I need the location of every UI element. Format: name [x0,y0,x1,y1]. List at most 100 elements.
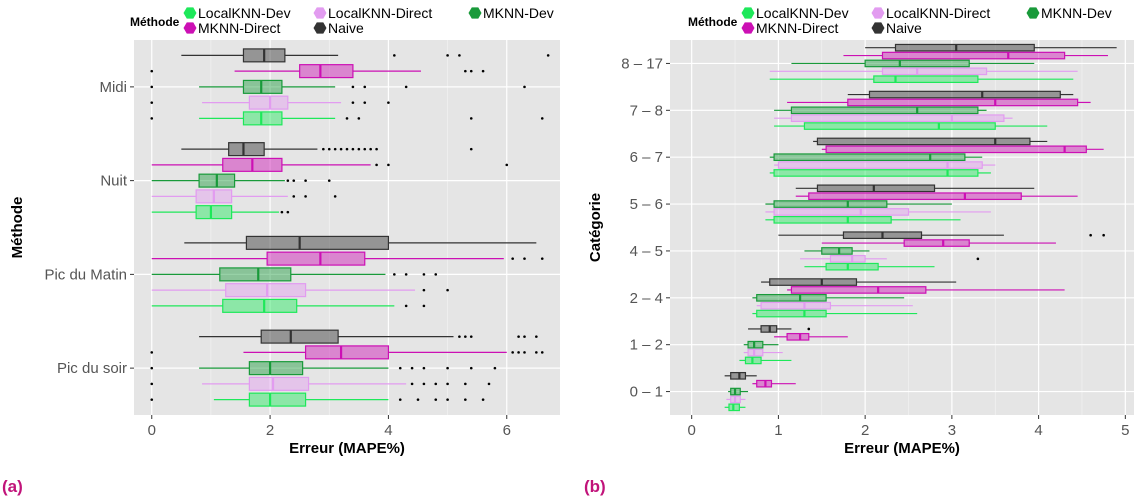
outlier-point [511,257,514,260]
outlier-point [523,85,526,89]
y-tick-label: 5 – 6 [630,196,663,213]
outlier-point [363,85,367,89]
outlier-point [333,147,337,151]
box-mknn-direct-7-8 [787,98,1091,107]
box-localknn-dev-2-4 [752,309,918,318]
y-axis-label-b: Catégorie [587,193,604,262]
box-localknn-dev-8-17 [769,75,1074,84]
legend-key-naive [313,22,327,34]
outlier-point [363,147,367,151]
outlier-point [505,163,509,167]
chart-panel-a: Méthode LocalKNN-Dev LocalKNN-Direct MKNN-D… [2,5,560,496]
x-tick-label: 1 [774,422,782,439]
outlier-point [150,382,154,386]
box-iqr [773,153,966,162]
legend-item-mknn-dev: MKNN-Dev [468,5,554,21]
outlier-point [446,382,449,386]
outlier-point [339,147,343,151]
box-iqr [873,75,979,84]
outlier-point [535,335,538,338]
outlier-point [286,179,290,182]
outlier-point [434,273,438,276]
box-localknn-direct-1-2 [743,348,783,357]
outlier-point [404,273,408,276]
legend-item-mknn-direct: MKNN-Direct [741,20,839,36]
series-naive [724,43,1117,380]
box-iqr [868,90,1061,99]
x-tick-label: 2 [861,422,869,439]
box-mknn-dev-midi [199,79,526,94]
outlier-point [469,147,473,151]
box-iqr [825,145,1087,154]
outlier-point [540,351,544,354]
series-localknn-dev [724,75,1074,412]
box-iqr [773,169,979,177]
box-iqr [248,392,307,407]
outlier-point [464,398,467,401]
outlier-point [422,304,426,308]
box-iqr [894,43,1035,52]
box-mknn-direct-nuit [151,157,509,172]
outlier-point [357,117,361,120]
x-axis-label-b: Erreur (MAPE%) [844,440,960,457]
legend-item-localknn-dev: LocalKNN-Dev [741,5,849,21]
outlier-point [523,257,526,260]
legend-title: Méthode [130,15,180,29]
legend-label-mknn-dev: MKNN-Dev [1041,5,1112,21]
box-iqr [773,200,888,208]
legend-item-naive: Naive [313,20,364,36]
box-iqr [304,345,390,360]
outlier-point [150,351,154,354]
outlier-point [345,147,349,151]
y-axis-label-a: Méthode [9,197,26,259]
legend-item-mknn-direct: MKNN-Direct [183,20,281,36]
box-iqr [773,215,892,224]
outlier-point [150,101,154,104]
legend-label-naive: Naive [328,20,364,36]
outlier-point [351,85,355,89]
legend-item-naive: Naive [871,20,922,36]
outlier-point [292,195,296,198]
x-tick-label: 4 [384,422,392,439]
box-mknn-direct-8-17 [843,51,1108,60]
x-axis-label-a: Erreur (MAPE%) [289,440,405,457]
box-iqr [222,298,298,313]
legend-label-mknn-direct: MKNN-Direct [198,20,281,36]
outlier-point [458,54,461,57]
outlier-point [523,335,526,338]
box-localknn-dev-pic-du-matin [151,298,426,313]
box-localknn-direct-7-8 [774,114,1013,123]
box-iqr [790,286,927,294]
legend-key-localknn-dev [183,7,197,19]
box-iqr [903,239,970,247]
box-iqr [760,301,832,310]
legend-key-naive [871,22,885,34]
outlier-point [446,288,449,292]
x-tick-label: 2 [266,422,274,439]
box-mknn-direct-4-5 [821,239,1056,247]
box-localknn-dev-5-6 [765,215,961,224]
outlier-point [434,382,438,386]
box-naive-midi [181,48,550,63]
outlier-point [333,195,337,198]
outlier-point [410,382,414,386]
outlier-point [304,179,307,182]
box-mknn-direct-midi [234,64,485,79]
boxplots-a [150,48,550,407]
outlier-point [351,147,355,151]
box-naive-nuit [181,142,473,157]
legend-title: Méthode [688,15,738,29]
box-mknn-dev-7-8 [774,106,987,115]
legend-key-localknn-direct [871,7,885,19]
box-localknn-dev-midi [199,111,544,126]
axes-a: 0 2 4 6 Midi Nuit Pic du Matin Pic du soir [44,79,510,439]
box-iqr [756,309,827,318]
box-mknn-direct-pic-du-soir [243,345,544,360]
box-iqr [825,262,879,271]
outlier-point [523,351,526,354]
outlier-point [469,366,473,370]
box-iqr [808,192,1022,201]
box-localknn-direct-2-4 [756,301,913,310]
outlier-point [416,398,420,401]
box-iqr [816,137,1031,146]
